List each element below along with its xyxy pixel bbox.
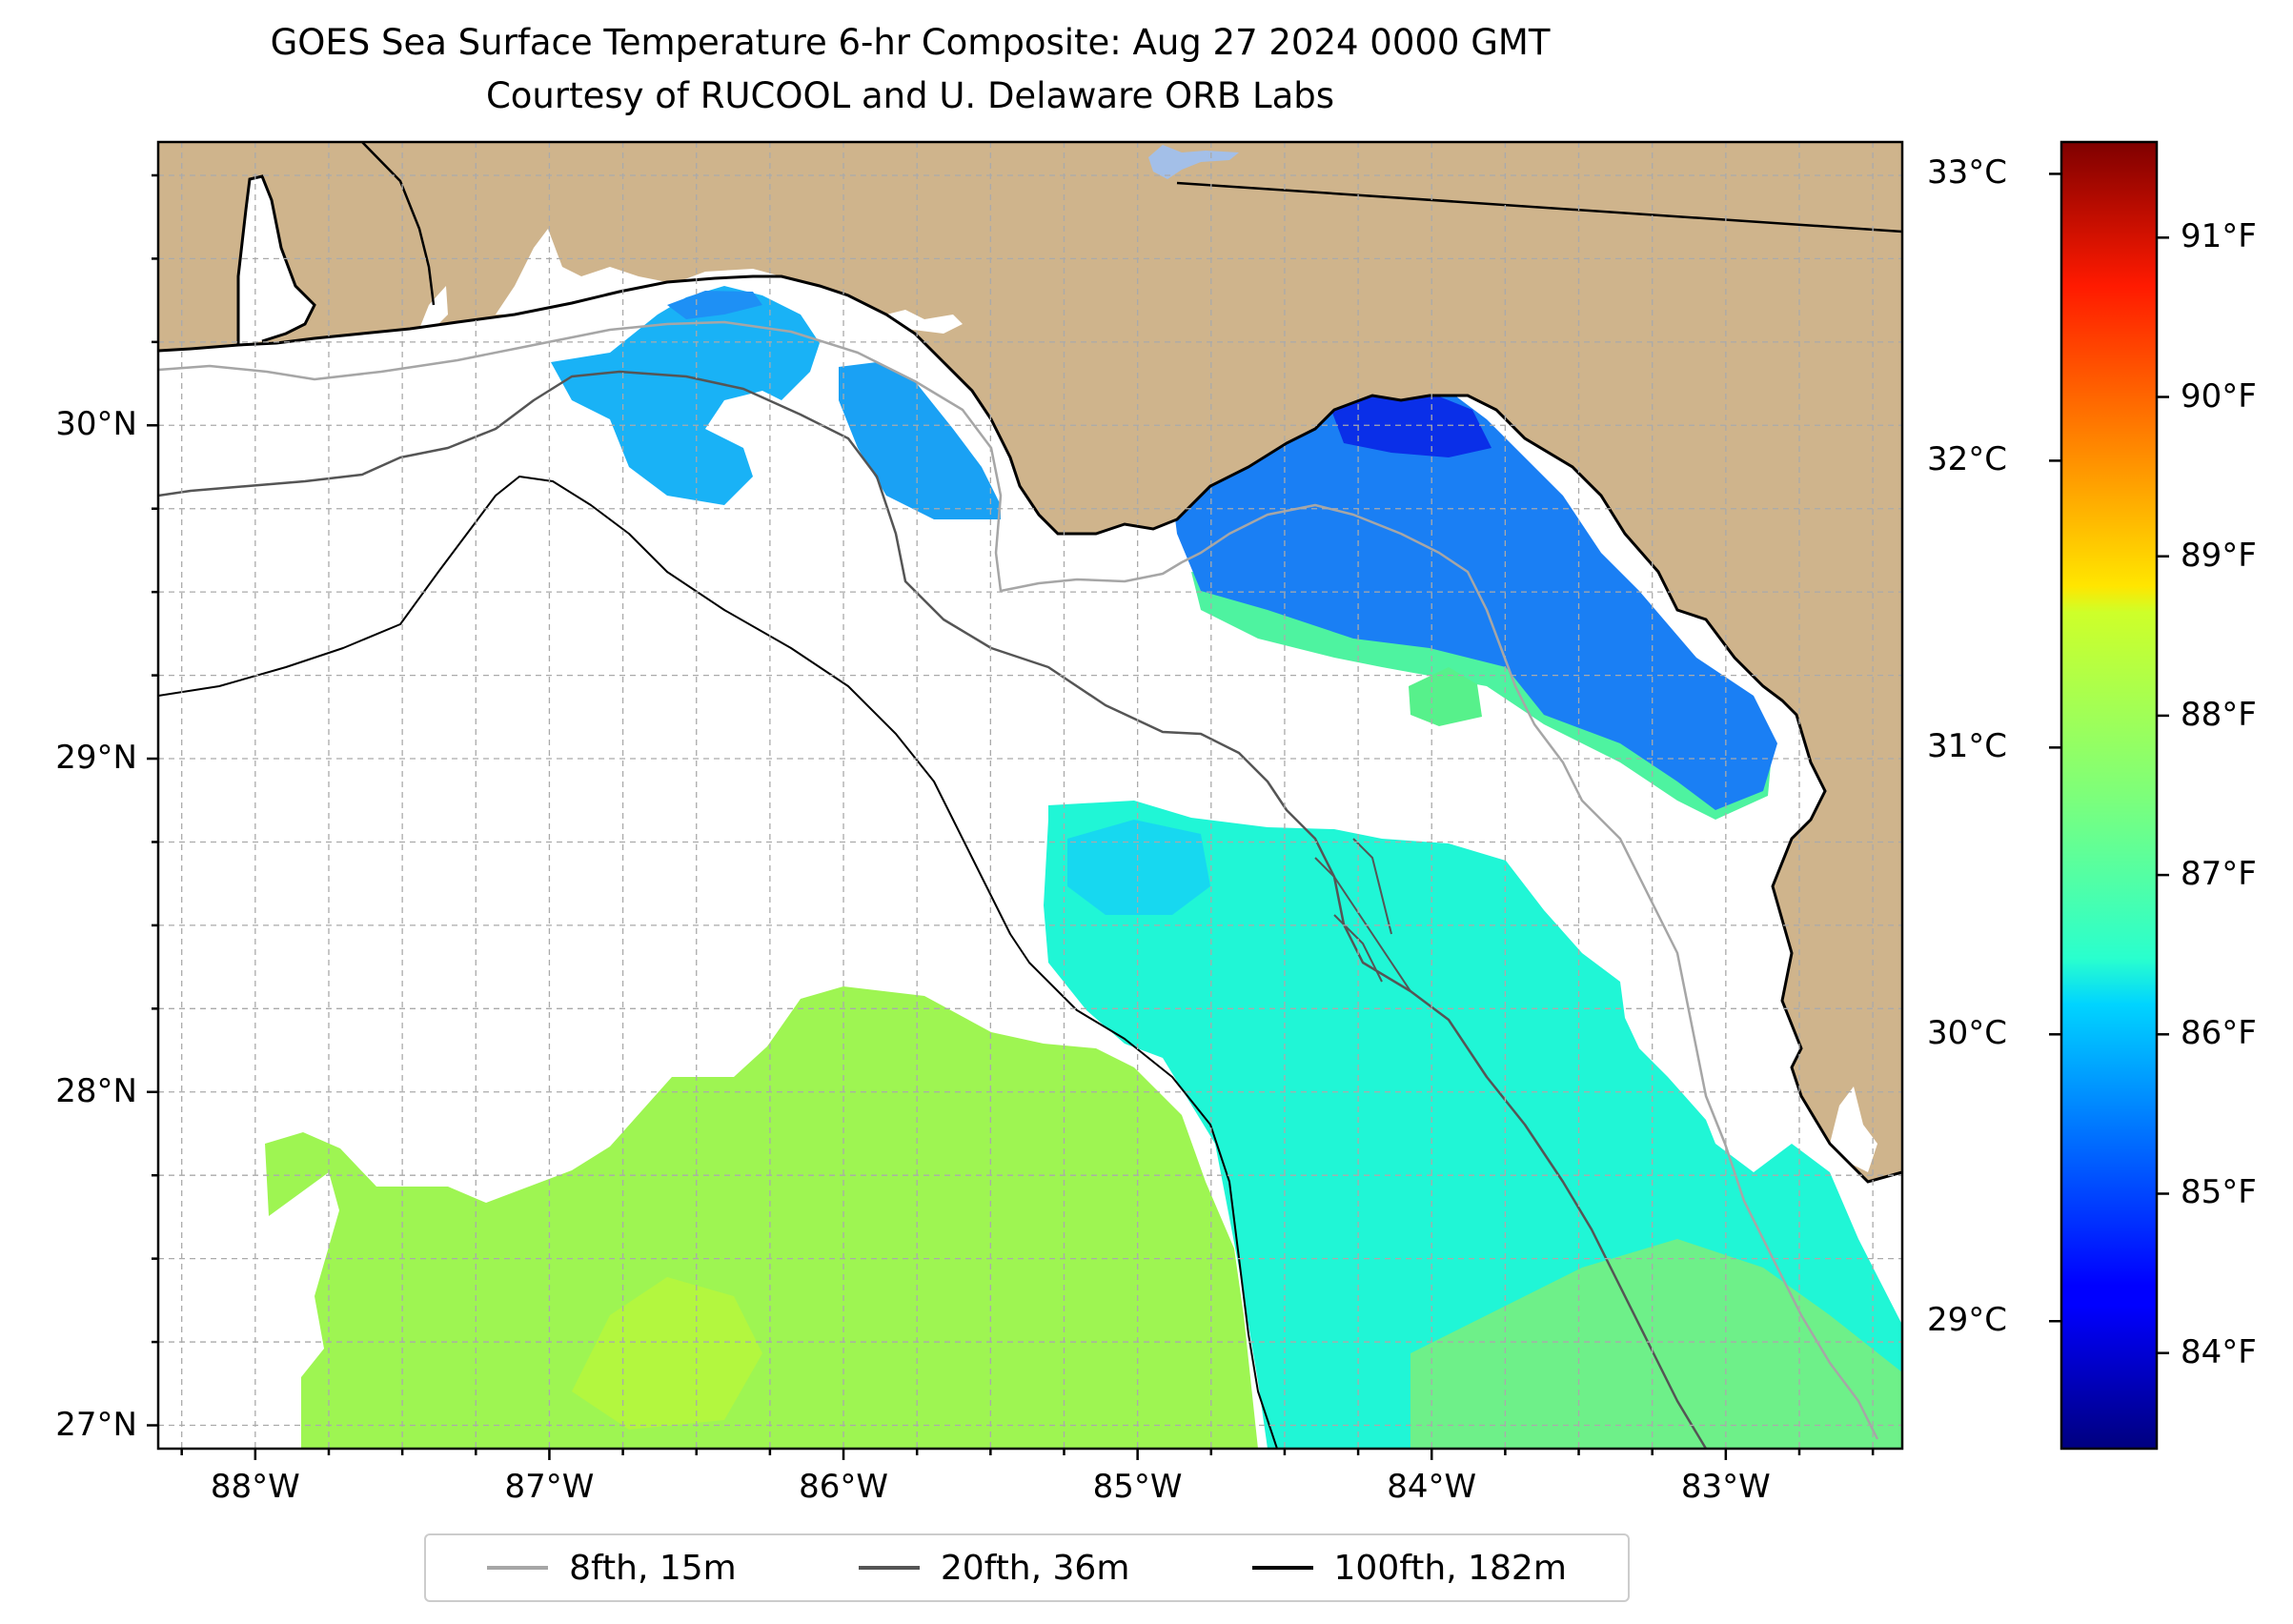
colorbar-fahrenheit-label: 84°F (2181, 1333, 2257, 1371)
colorbar-celsius-label: 29°C (1927, 1301, 2007, 1339)
legend-swatch-8fth (487, 1566, 548, 1570)
colorbar (2061, 142, 2157, 1449)
lat-tick-label: 28°N (13, 1072, 137, 1110)
colorbar-fahrenheit-label: 89°F (2181, 537, 2257, 575)
colorbar-celsius-label: 33°C (1927, 153, 2007, 192)
lat-tick-label: 27°N (13, 1406, 137, 1444)
colorbar-fahrenheit-label: 85°F (2181, 1173, 2257, 1211)
colorbar-fahrenheit-label: 86°F (2181, 1014, 2257, 1052)
colorbar-fahrenheit-label: 87°F (2181, 855, 2257, 893)
legend: 8fth, 15m 20fth, 36m 100fth, 182m (424, 1533, 1630, 1602)
colorbar-celsius-label: 32°C (1927, 440, 2007, 478)
sst-patch-central-blue (1067, 820, 1210, 915)
lat-tick-label: 29°N (13, 739, 137, 777)
sst-map (0, 0, 2293, 1624)
legend-swatch-20fth (859, 1566, 920, 1570)
legend-item-100fth: 100fth, 182m (1252, 1549, 1567, 1588)
lon-tick-label: 84°W (1355, 1468, 1508, 1506)
lon-tick-label: 85°W (1062, 1468, 1214, 1506)
colorbar-fahrenheit-label: 88°F (2181, 696, 2257, 734)
lon-tick-label: 88°W (179, 1468, 332, 1506)
lon-tick-label: 83°W (1650, 1468, 1802, 1506)
colorbar-fahrenheit-label: 90°F (2181, 377, 2257, 416)
colorbar-celsius-label: 31°C (1927, 727, 2007, 765)
legend-item-20fth: 20fth, 36m (859, 1549, 1130, 1588)
legend-swatch-100fth (1252, 1566, 1313, 1570)
legend-item-8fth: 8fth, 15m (487, 1549, 737, 1588)
lat-tick-label: 30°N (13, 405, 137, 443)
colorbar-celsius-label: 30°C (1927, 1014, 2007, 1052)
lon-tick-label: 87°W (473, 1468, 625, 1506)
colorbar-fahrenheit-label: 91°F (2181, 217, 2257, 255)
legend-label-100fth: 100fth, 182m (1334, 1549, 1567, 1588)
legend-label-8fth: 8fth, 15m (569, 1549, 737, 1588)
legend-label-20fth: 20fth, 36m (941, 1549, 1130, 1588)
lon-tick-label: 86°W (767, 1468, 920, 1506)
